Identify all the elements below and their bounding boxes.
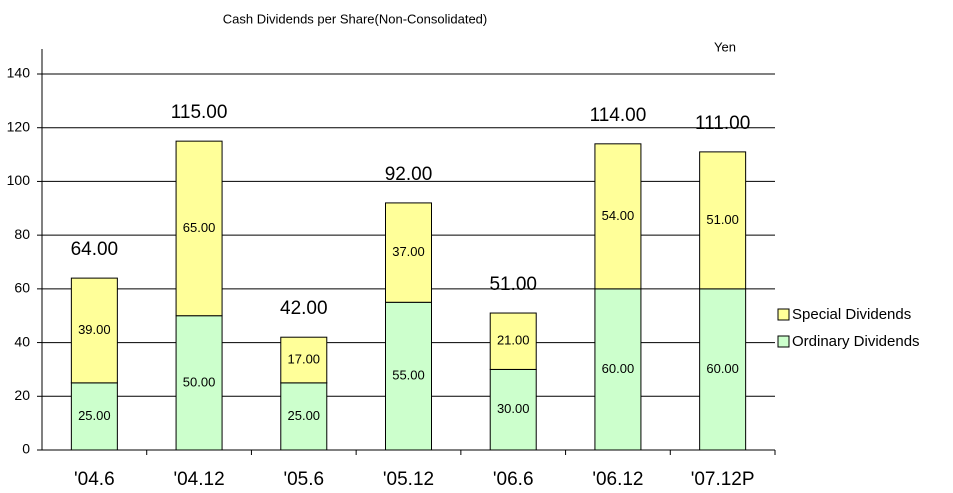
bar-segment xyxy=(489,368,537,451)
legend-label: Special Dividends xyxy=(792,306,911,323)
value-label: 55.00 xyxy=(392,368,425,383)
bar-segment xyxy=(594,143,642,290)
bar-segment xyxy=(699,288,747,451)
total-label: 42.00 xyxy=(280,298,328,319)
x-tick-label: '07.12P xyxy=(691,469,755,490)
chart-title: Cash Dividends per Share(Non-Consolidate… xyxy=(223,11,487,26)
value-label: 51.00 xyxy=(706,212,739,227)
total-label: 64.00 xyxy=(71,239,119,260)
y-tick-label: 60 xyxy=(14,280,30,296)
bar-segment xyxy=(385,301,432,451)
total-label: 92.00 xyxy=(385,164,433,185)
value-label: 50.00 xyxy=(183,374,216,389)
x-tick-label: '06.6 xyxy=(493,469,534,490)
bar-segment xyxy=(385,202,432,303)
x-tick-label: '05.12 xyxy=(383,469,434,490)
legend-swatch xyxy=(777,308,790,321)
bar-segment xyxy=(594,288,642,451)
x-tick-label: '06.12 xyxy=(592,469,643,490)
value-label: 65.00 xyxy=(183,220,216,235)
bar-segment xyxy=(489,312,537,370)
total-label: 114.00 xyxy=(590,105,647,126)
value-label: 54.00 xyxy=(602,208,635,223)
x-tick-label: '04.12 xyxy=(173,469,224,490)
value-label: 25.00 xyxy=(288,408,321,423)
y-tick-label: 0 xyxy=(22,441,30,457)
x-tick-label: '05.6 xyxy=(283,469,324,490)
legend-label: Ordinary Dividends xyxy=(792,333,920,350)
value-label: 37.00 xyxy=(392,244,425,259)
value-label: 25.00 xyxy=(78,408,111,423)
y-tick-label: 80 xyxy=(14,226,30,242)
value-label: 30.00 xyxy=(497,401,530,416)
legend-swatch xyxy=(777,335,790,348)
value-label: 39.00 xyxy=(78,322,111,337)
value-label: 60.00 xyxy=(706,361,739,376)
bar-segment xyxy=(699,151,747,290)
bar-segment xyxy=(70,277,118,384)
x-tick-label: '04.6 xyxy=(74,469,115,490)
total-label: 51.00 xyxy=(489,274,537,295)
bar-segment xyxy=(175,140,223,317)
y-unit: Yen xyxy=(714,39,736,54)
y-tick-label: 100 xyxy=(7,172,31,188)
bar-segment xyxy=(280,336,328,384)
value-label: 60.00 xyxy=(602,361,635,376)
bar-segment xyxy=(280,382,328,451)
y-tick-label: 20 xyxy=(14,387,30,403)
y-tick-label: 140 xyxy=(7,65,31,81)
total-label: 111.00 xyxy=(695,113,750,134)
y-tick-label: 120 xyxy=(7,118,31,134)
value-label: 21.00 xyxy=(497,333,530,348)
value-label: 17.00 xyxy=(288,351,321,366)
total-label: 115.00 xyxy=(171,102,228,123)
bar-segment xyxy=(70,382,118,451)
y-tick-label: 40 xyxy=(14,333,30,349)
